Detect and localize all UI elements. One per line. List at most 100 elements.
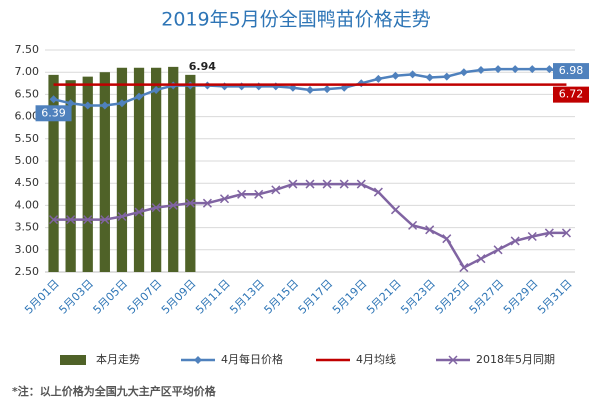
point <box>134 207 144 217</box>
point <box>476 254 486 264</box>
y-tick-label: 6.50 <box>15 87 40 100</box>
label-box <box>35 105 72 122</box>
data-label: 6.94 <box>189 60 216 73</box>
x-tick-label: 5月27日 <box>467 277 507 317</box>
x-tick-label: 5月03日 <box>56 277 96 317</box>
y-tick-label: 5.00 <box>15 154 40 167</box>
point <box>117 211 127 222</box>
point <box>288 179 298 189</box>
point <box>100 215 110 225</box>
x-tick-label: 5月23日 <box>398 277 438 317</box>
y-tick-label: 3.00 <box>15 243 40 256</box>
line <box>53 182 567 270</box>
y-tick-label: 6.00 <box>15 110 40 123</box>
point <box>152 85 161 94</box>
point <box>374 74 383 83</box>
point <box>49 95 58 104</box>
point <box>117 99 126 108</box>
footnote: *注：以上价格为全国九大主产区平均价格 <box>12 384 217 398</box>
y-tick-label: 7.00 <box>15 65 40 78</box>
legend-label: 4月每日价格 <box>221 352 283 366</box>
point <box>357 79 366 88</box>
point <box>322 179 332 189</box>
legend-label: 4月均线 <box>356 352 396 366</box>
point <box>49 215 59 225</box>
x-tick-label: 5月17日 <box>296 277 336 317</box>
point <box>66 99 75 108</box>
legend-label: 本月走势 <box>96 352 140 366</box>
point <box>237 189 247 199</box>
bar <box>65 80 76 272</box>
point <box>323 85 332 94</box>
bar <box>82 76 93 272</box>
point <box>254 189 264 199</box>
point <box>494 65 503 74</box>
point <box>448 355 458 365</box>
x-tick-label: 5月11日 <box>193 277 233 317</box>
y-tick-label: 7.50 <box>15 43 40 56</box>
x-tick-label: 5月09日 <box>159 277 199 317</box>
point <box>511 65 520 74</box>
point <box>194 356 202 364</box>
point <box>425 73 434 82</box>
point <box>425 225 435 235</box>
legend-swatch <box>60 355 86 365</box>
label-box <box>553 86 589 103</box>
point <box>544 228 554 238</box>
x-tick-label: 5月01日 <box>22 277 62 317</box>
x-tick-label: 5月31日 <box>535 277 575 317</box>
x-tick-label: 5月25日 <box>433 277 473 317</box>
x-tick-label: 5月29日 <box>501 277 541 317</box>
y-tick-label: 4.50 <box>15 176 40 189</box>
data-label: 6.72 <box>559 88 584 101</box>
y-tick-label: 4.00 <box>15 198 40 211</box>
bar <box>116 67 128 272</box>
point <box>356 179 366 189</box>
bar <box>99 72 110 272</box>
point <box>219 194 230 204</box>
point <box>83 101 92 110</box>
point <box>528 65 537 74</box>
bar <box>133 67 145 272</box>
point <box>185 198 195 208</box>
point <box>408 220 418 230</box>
point <box>202 198 212 208</box>
point <box>373 187 383 197</box>
point <box>306 85 314 94</box>
y-tick-label: 5.50 <box>15 132 40 145</box>
data-label: 6.98 <box>559 64 584 77</box>
x-tick-label: 5月13日 <box>227 277 267 317</box>
point <box>527 231 537 242</box>
point <box>459 68 468 77</box>
point <box>151 203 161 213</box>
bar <box>185 74 196 272</box>
point <box>459 263 469 273</box>
x-tick-label: 5月21日 <box>364 277 404 317</box>
bar <box>168 66 179 272</box>
x-tick-label: 5月05日 <box>91 277 131 317</box>
point <box>442 234 452 244</box>
point <box>135 92 144 101</box>
x-tick-label: 5月07日 <box>125 277 165 317</box>
point <box>545 65 554 74</box>
point <box>271 185 281 195</box>
y-tick-label: 3.50 <box>15 221 40 234</box>
point <box>442 72 451 81</box>
point <box>83 215 93 225</box>
point <box>510 236 520 246</box>
data-label: 6.39 <box>41 106 66 119</box>
legend-label: 2018年5月同期 <box>476 352 555 366</box>
point <box>476 65 485 74</box>
point <box>66 215 76 225</box>
point <box>168 200 178 210</box>
point <box>305 179 315 189</box>
label-box <box>553 63 589 80</box>
bar <box>48 74 59 272</box>
point <box>408 70 417 79</box>
x-tick-label: 5月19日 <box>330 277 370 317</box>
x-tick-label: 5月15日 <box>262 277 302 317</box>
point <box>391 71 400 80</box>
point <box>561 228 571 238</box>
point <box>390 205 401 215</box>
